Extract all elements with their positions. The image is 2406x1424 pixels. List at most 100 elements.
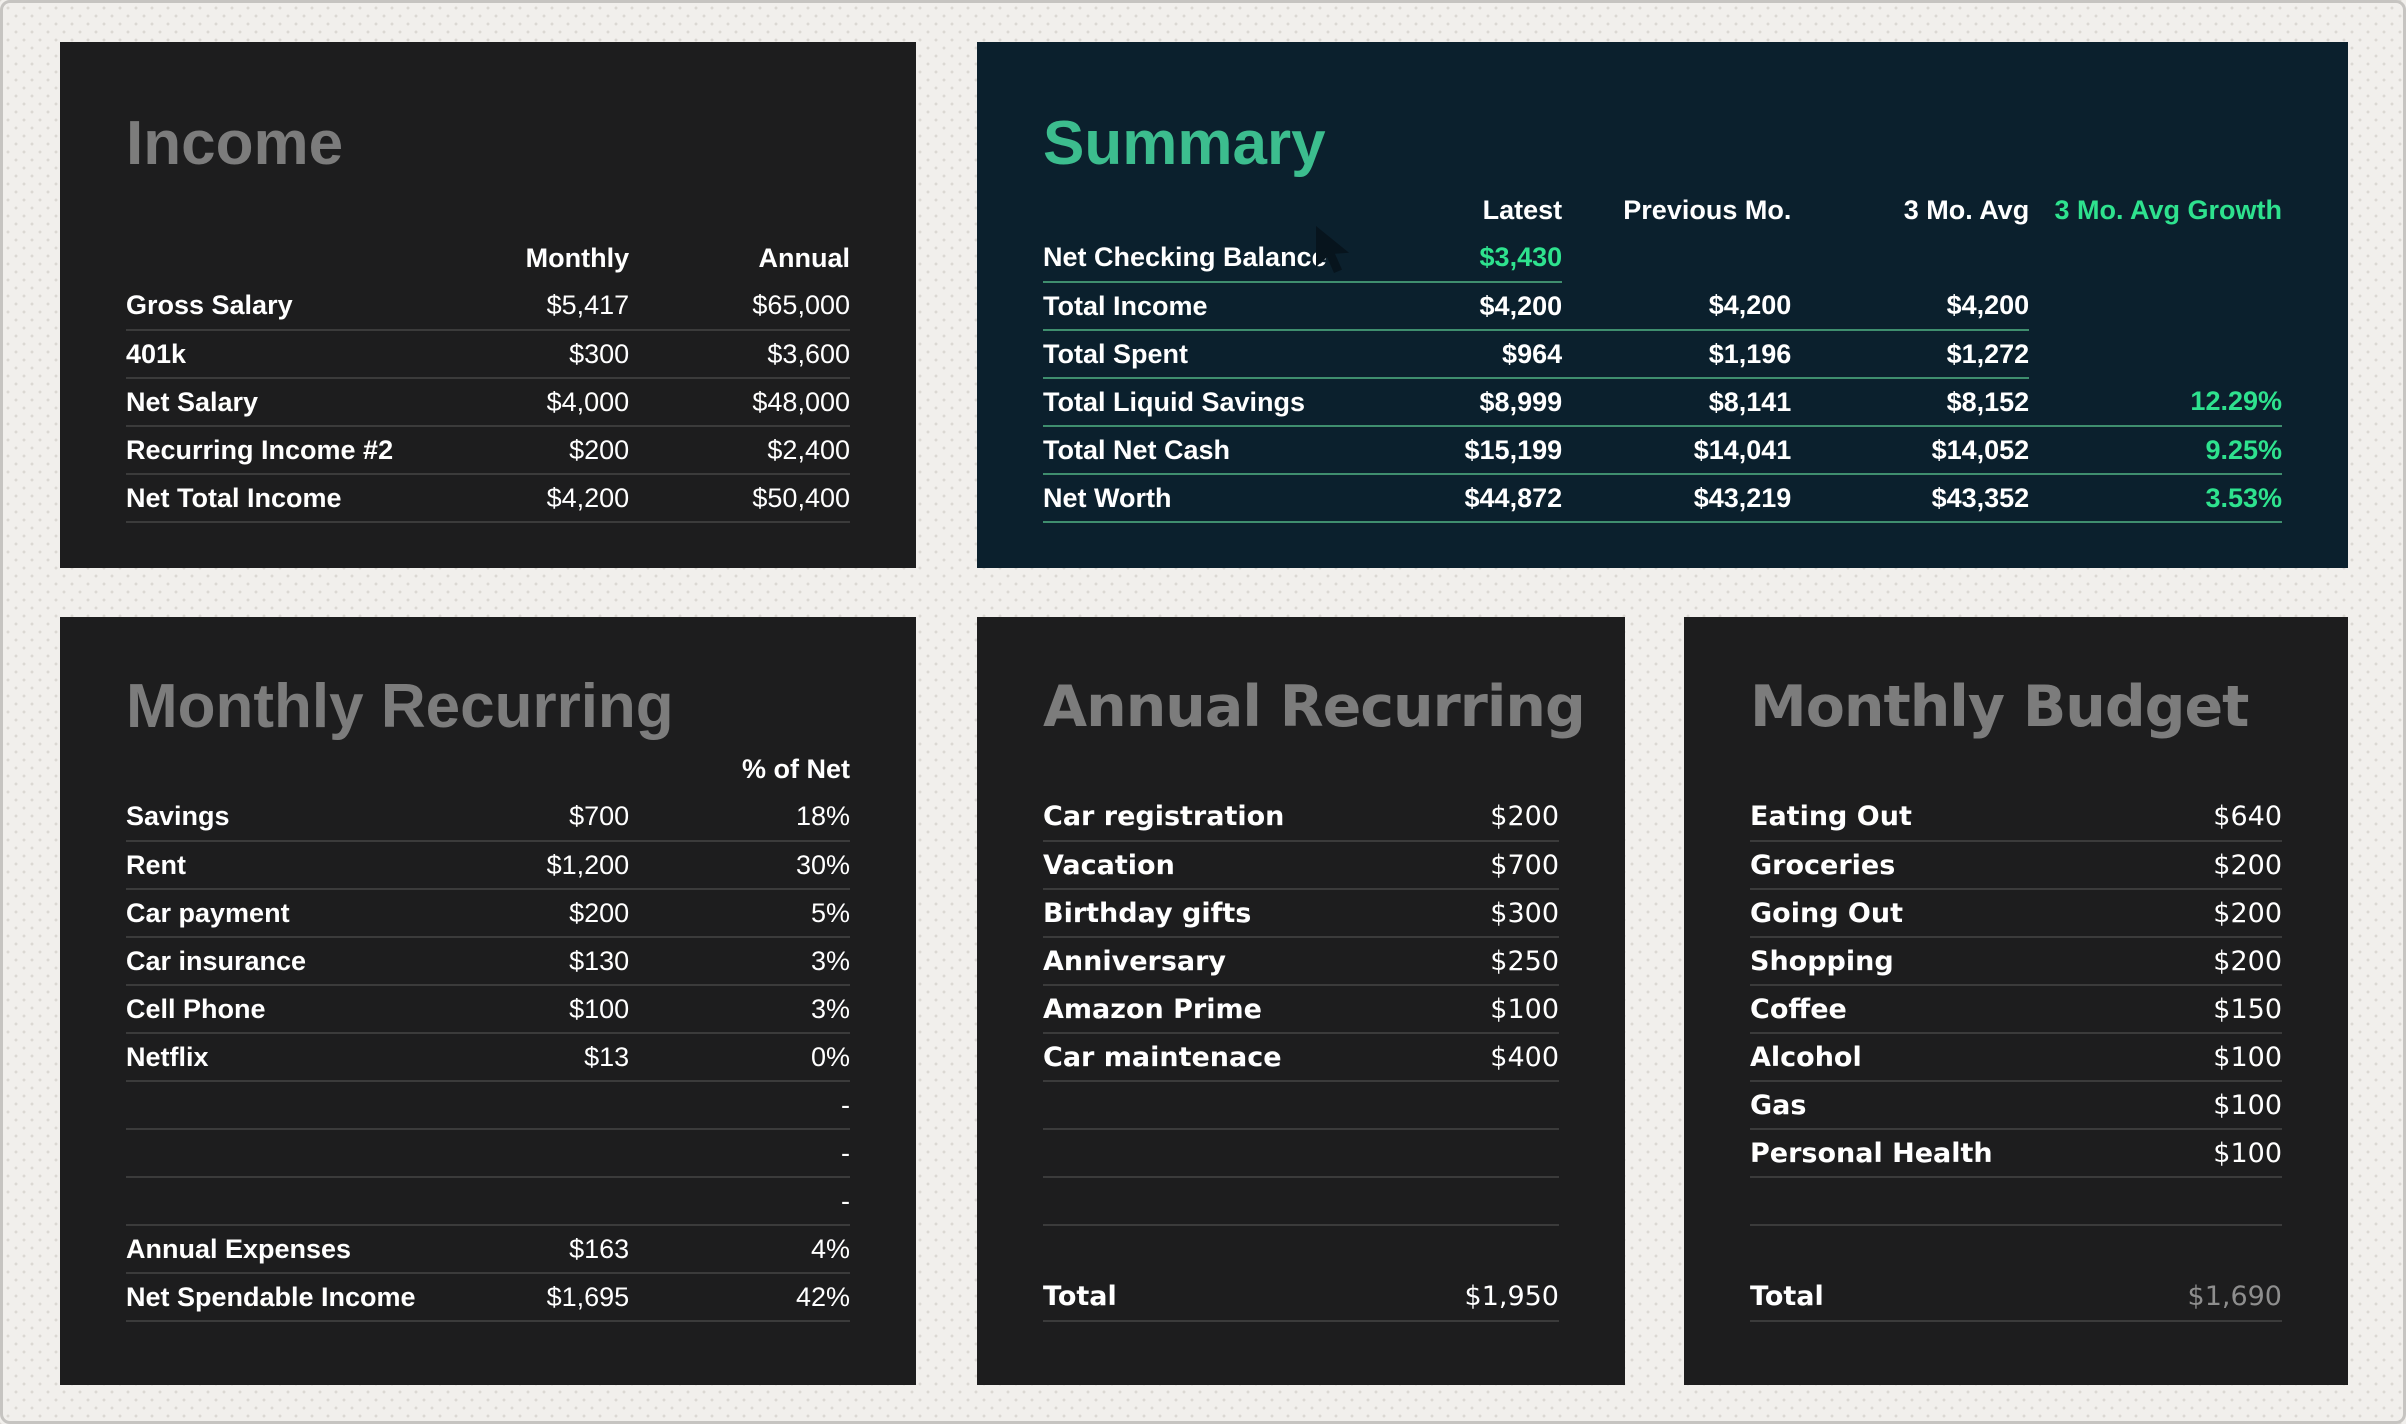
cell-monthly: $4,000 <box>444 378 630 427</box>
monthly-budget-table: Eating Out $640 Groceries $200 Going Out $200… <box>1750 793 2282 1322</box>
table-row: Total $1,690 <box>1750 1273 2282 1322</box>
table-row: Savings $700 18% <box>126 793 850 842</box>
cell-label: Eating Out <box>1750 793 2059 842</box>
table-row: Gas $100 <box>1750 1081 2282 1130</box>
cell-amount: $1,200 <box>444 841 630 890</box>
table-row <box>1750 1225 2282 1273</box>
cell-label: Rent <box>126 841 445 890</box>
cell-amount: $640 <box>2058 793 2282 842</box>
table-row: Rent $1,200 30% <box>126 841 850 890</box>
cell-amount: $100 <box>444 985 630 1034</box>
cell-previous <box>1562 234 1791 282</box>
cell-label: Birthday gifts <box>1043 889 1327 938</box>
cell-label: Going Out <box>1750 889 2059 938</box>
cell-amount: $300 <box>1326 889 1559 938</box>
monthly-budget-card-title: Monthly Budget <box>1750 674 2249 740</box>
cell-label: Car registration <box>1043 793 1327 842</box>
cell-label: Total Net Cash <box>1043 426 1393 475</box>
cell-monthly: $4,200 <box>444 474 630 523</box>
cell-amount: $400 <box>1326 1033 1559 1082</box>
annual-recurring-card: Annual Recurring Car registration $200 Vac… <box>977 617 1625 1385</box>
table-row: Total $1,950 <box>1043 1273 1559 1322</box>
cell-label: Vacation <box>1043 841 1327 890</box>
cell-label <box>1043 1225 1327 1273</box>
income-card-title: Income <box>126 109 344 178</box>
cell-previous: $14,041 <box>1562 426 1792 475</box>
table-row: Net Salary $4,000 $48,000 <box>126 378 850 427</box>
cell-monthly: $5,417 <box>444 282 630 331</box>
cell-amount: $200 <box>2058 889 2282 938</box>
cell-amount <box>444 1129 630 1178</box>
cell-pct: - <box>629 1129 850 1178</box>
cell-label: Groceries <box>1750 841 2059 890</box>
cell-amount: $100 <box>2058 1081 2282 1130</box>
table-header-row: Latest Previous Mo. 3 Mo. Avg 3 Mo. Avg Gro… <box>1043 186 2282 234</box>
cell-amount: $150 <box>2058 985 2282 1034</box>
cell-label: Total Liquid Savings <box>1043 378 1393 427</box>
table-row: Net Checking Balance $3,430 <box>1043 234 2282 283</box>
cell-label <box>126 1129 445 1178</box>
cell-label: Total <box>1750 1273 2059 1322</box>
cell-amount: $100 <box>2058 1129 2282 1178</box>
table-row: - <box>126 1177 850 1226</box>
cell-label: 401k <box>126 330 445 379</box>
table-row <box>1043 1177 1559 1226</box>
mouse-cursor-icon <box>1316 226 1349 273</box>
cell-label: Anniversary <box>1043 937 1327 986</box>
cell-avg <box>1791 234 2029 282</box>
table-row: Recurring Income #2 $200 $2,400 <box>126 426 850 475</box>
cell-label: Car payment <box>126 889 445 938</box>
header-cell-monthly: Monthly <box>525 242 630 273</box>
table-row: Netflix $13 0% <box>126 1033 850 1082</box>
cell-latest: $8,999 <box>1392 378 1563 427</box>
table-row: Anniversary $250 <box>1043 937 1559 986</box>
annual-recurring-card-title: Annual Recurring <box>1043 674 1586 740</box>
cell-label: Gross Salary <box>126 282 445 331</box>
cell-amount: $1,950 <box>1326 1273 1559 1322</box>
table-row: Going Out $200 <box>1750 889 2282 938</box>
cell-pct: 3% <box>629 985 850 1034</box>
header-cell-avg: 3 Mo. Avg <box>1903 194 2030 225</box>
monthly-budget-card: Monthly Budget Eating Out $640 Groceries $2… <box>1684 617 2348 1385</box>
cell-label <box>1043 1081 1327 1130</box>
cell-label: Net Spendable Income <box>126 1273 445 1322</box>
cell-previous: $1,196 <box>1562 330 1792 379</box>
cell-label <box>126 1177 445 1226</box>
cell-amount: $1,690 <box>2058 1273 2282 1322</box>
cell-amount: $1,695 <box>444 1273 630 1322</box>
cell-growth <box>2029 282 2282 330</box>
table-row: Car maintenace $400 <box>1043 1033 1559 1082</box>
table-row <box>1750 1177 2282 1226</box>
cell-label <box>1043 1177 1327 1226</box>
cell-annual: $48,000 <box>629 378 850 427</box>
cell-growth: 3.53% <box>2029 474 2282 523</box>
cell-avg: $43,352 <box>1791 474 2030 523</box>
cell-monthly: $300 <box>444 330 630 379</box>
table-row: Shopping $200 <box>1750 937 2282 986</box>
cell-pct: 4% <box>629 1225 850 1274</box>
cell-label: Amazon Prime <box>1043 985 1327 1034</box>
cell-label: Alcohol <box>1750 1033 2059 1082</box>
cell-growth: 12.29% <box>2029 378 2282 427</box>
cell-latest: $3,430 <box>1392 234 1563 283</box>
cell-amount: $200 <box>2058 841 2282 890</box>
table-row: Groceries $200 <box>1750 841 2282 890</box>
cell-pct: - <box>629 1081 850 1130</box>
header-cell-growth: 3 Mo. Avg Growth <box>2054 194 2283 225</box>
cell-pct: 30% <box>629 841 850 890</box>
cell-annual: $50,400 <box>629 474 850 523</box>
cell-amount: $100 <box>2058 1033 2282 1082</box>
table-row: Net Total Income $4,200 $50,400 <box>126 474 850 523</box>
summary-table: Latest Previous Mo. 3 Mo. Avg 3 Mo. Avg Gro… <box>1043 186 2282 523</box>
cell-label: Total <box>1043 1273 1327 1322</box>
monthly-recurring-card-title: Monthly Recurring <box>126 672 674 741</box>
table-header-row: Monthly Annual <box>126 234 850 282</box>
table-row: Eating Out $640 <box>1750 793 2282 842</box>
monthly-recurring-table: % of Net Savings $700 18% Rent $1,200 30% Car p… <box>126 745 850 1322</box>
table-row: 401k $300 $3,600 <box>126 330 850 379</box>
cell-label <box>1750 1225 2059 1273</box>
table-row: Coffee $150 <box>1750 985 2282 1034</box>
cell-label: Net Salary <box>126 378 445 427</box>
table-row <box>1043 1129 1559 1178</box>
